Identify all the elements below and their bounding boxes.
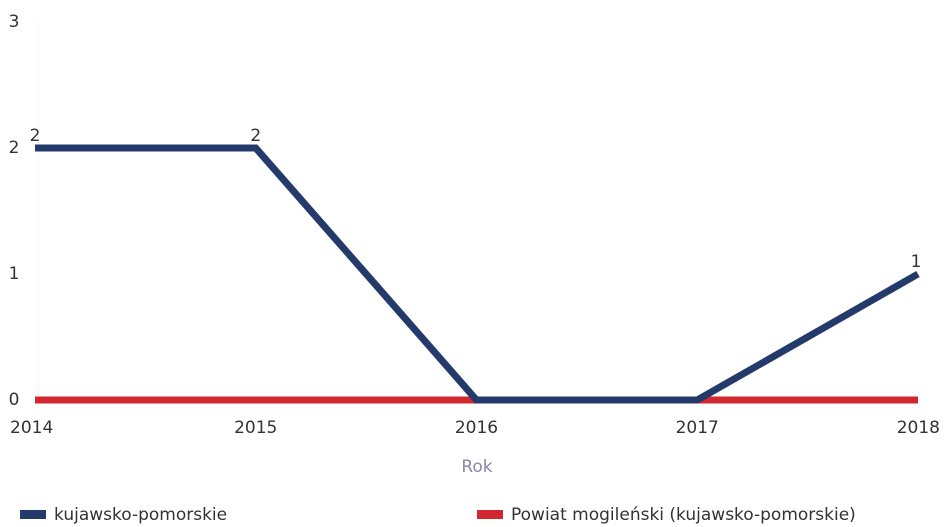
series-line xyxy=(35,144,920,404)
x-tick-label: 2017 xyxy=(676,418,719,438)
x-tick-label: 2016 xyxy=(455,418,498,438)
data-label: 2 xyxy=(30,126,41,146)
y-tick-label: 0 xyxy=(9,390,20,410)
x-axis-title: Rok xyxy=(461,457,492,477)
x-tick-label: 2015 xyxy=(234,418,277,438)
data-label: 1 xyxy=(911,252,922,272)
data-label: 2 xyxy=(250,126,261,146)
legend-label: Powiat mogileński (kujawsko-pomorskie) xyxy=(511,505,856,525)
legend-label: kujawsko-pomorskie xyxy=(54,505,227,525)
x-tick-label: 2014 xyxy=(10,418,53,438)
x-tick-label: 2018 xyxy=(897,418,940,438)
y-tick-label: 2 xyxy=(9,138,20,158)
legend-swatch xyxy=(20,510,46,519)
legend-swatch xyxy=(477,510,503,519)
y-tick-label: 3 xyxy=(9,12,20,32)
y-tick-label: 1 xyxy=(9,264,20,284)
